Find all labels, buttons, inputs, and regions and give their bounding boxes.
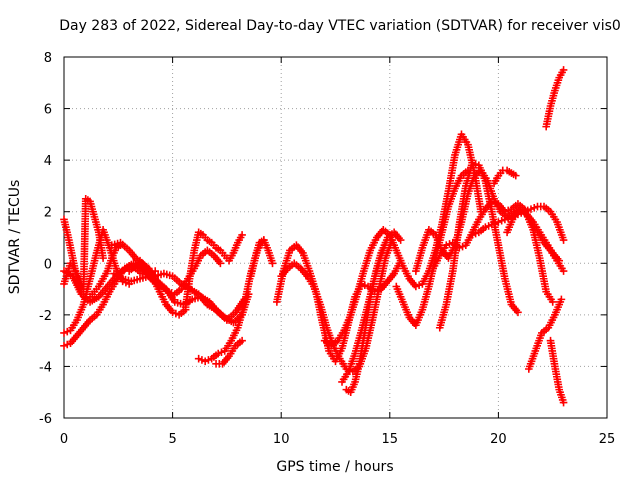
series-track-28 (542, 66, 568, 131)
data-point (238, 336, 246, 345)
data-point (504, 214, 512, 222)
data-point (361, 281, 369, 290)
data-point (110, 240, 119, 249)
y-tick-label: 4 (44, 154, 52, 169)
series-track-21 (435, 158, 522, 332)
data-point (154, 271, 162, 280)
data-point (163, 270, 171, 279)
data-point (548, 298, 557, 306)
series-track-13 (246, 236, 277, 280)
data-point (216, 259, 225, 268)
data-point (194, 354, 203, 363)
x-tick-label: 0 (60, 432, 68, 447)
series-track-10 (181, 228, 246, 311)
axis-ticks: 0 5 10 15 20 25 -6 -4 -2 0 2 4 6 8 (39, 51, 615, 447)
data-point (170, 298, 179, 306)
y-tick-label: 6 (44, 103, 52, 118)
data-point (191, 294, 199, 303)
x-tick-label: 15 (382, 432, 399, 447)
data-point (127, 277, 136, 286)
chart-title: Day 283 of 2022, Sidereal Day-to-day VTE… (59, 18, 621, 34)
plot-frame (63, 56, 608, 419)
data-point (497, 216, 506, 225)
data-point (504, 206, 512, 215)
series-track-25 (503, 205, 557, 306)
series-track-27 (546, 336, 568, 407)
series-track-26 (525, 295, 566, 373)
series-track-12 (212, 336, 246, 368)
data-point (396, 236, 405, 244)
data-point (198, 356, 206, 364)
data-point (268, 259, 277, 268)
series-track-15 (277, 236, 396, 376)
data-marks (60, 66, 568, 407)
y-tick-label: -2 (39, 309, 52, 324)
data-point (415, 281, 423, 290)
series-track-18 (342, 238, 390, 397)
data-point (118, 274, 127, 283)
data-point (559, 267, 568, 275)
data-point (63, 327, 72, 336)
data-point (217, 348, 226, 357)
data-point (201, 357, 209, 366)
data-point (136, 274, 144, 283)
data-point (121, 275, 130, 284)
series-track-9 (136, 256, 190, 319)
data-point (165, 271, 174, 280)
data-point (113, 239, 122, 248)
data-point (514, 308, 522, 317)
data-point (381, 238, 390, 247)
data-point (63, 340, 72, 349)
data-point (204, 356, 213, 364)
y-axis-label: SDTVAR / TECUs (7, 180, 23, 295)
data-point (107, 241, 116, 250)
data-point (559, 398, 568, 407)
data-point (238, 231, 246, 239)
data-point (559, 66, 568, 74)
x-tick-label: 10 (273, 432, 290, 447)
series-track-24 (490, 166, 520, 188)
data-point (530, 204, 539, 212)
data-point (557, 295, 566, 304)
data-point (139, 274, 147, 282)
data-point (458, 242, 467, 251)
y-tick-label: 2 (44, 206, 52, 221)
data-point (99, 254, 107, 262)
x-axis-label: GPS time / hours (276, 459, 393, 475)
data-point (484, 222, 493, 230)
x-tick-label: 20 (490, 432, 507, 447)
data-point (60, 342, 68, 350)
y-tick-label: -6 (39, 412, 52, 427)
y-tick-label: -4 (39, 360, 52, 375)
data-point (160, 269, 168, 278)
data-point (130, 276, 139, 285)
data-point (173, 299, 182, 307)
y-tick-label: 0 (44, 257, 52, 272)
data-point (511, 171, 520, 180)
x-tick-label: 5 (168, 432, 176, 447)
y-tick-label: 8 (44, 51, 52, 66)
x-tick-label: 25 (599, 432, 616, 447)
data-point (559, 236, 568, 244)
data-point (60, 329, 68, 337)
data-point (133, 275, 141, 284)
